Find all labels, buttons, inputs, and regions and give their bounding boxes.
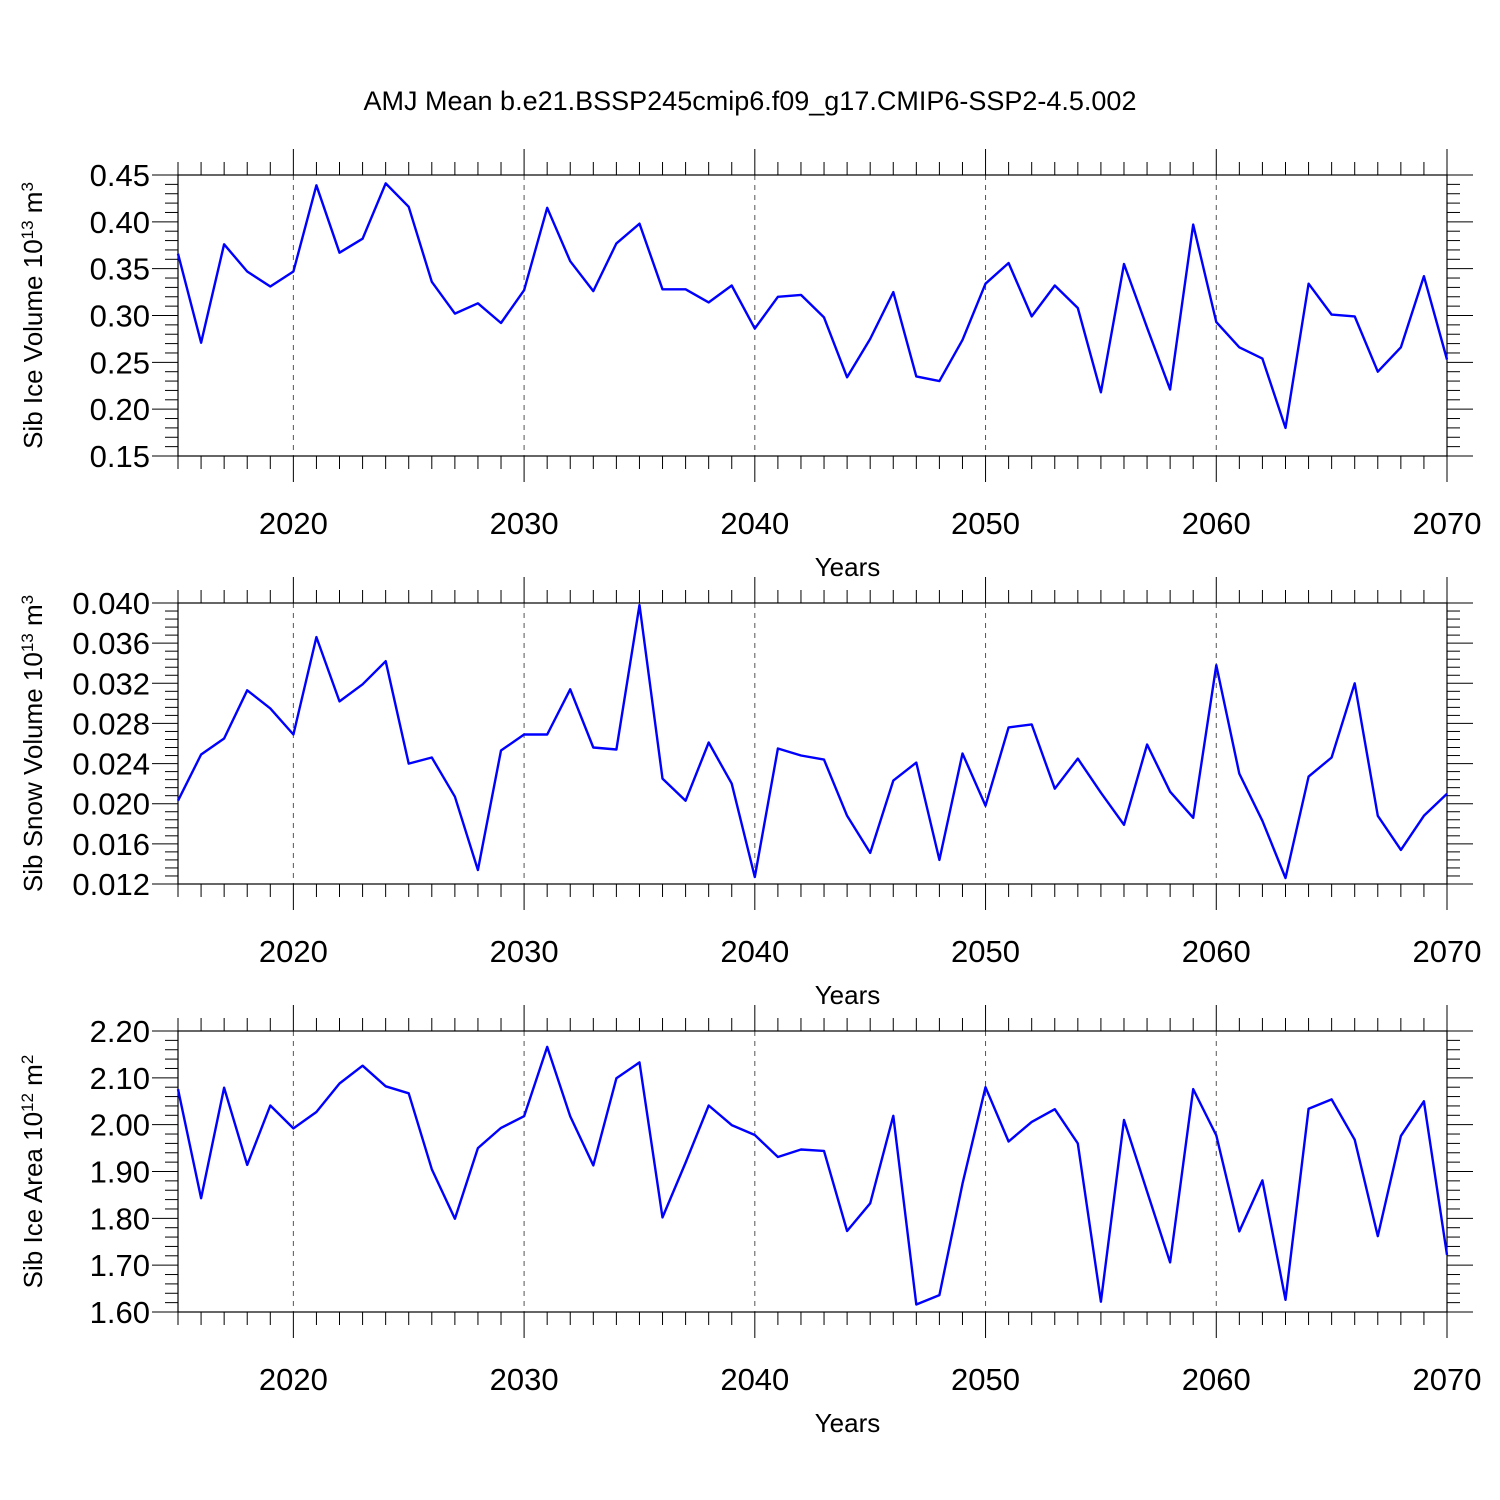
- y-tick-label: 0.40: [90, 205, 150, 240]
- x-axis-label: Years: [815, 552, 881, 582]
- y-tick-label: 0.20: [90, 392, 150, 427]
- plot-frame: [177, 602, 1448, 885]
- chart-title: AMJ Mean b.e21.BSSP245cmip6.f09_g17.CMIP…: [364, 86, 1137, 116]
- y-tick-label: 0.028: [72, 706, 150, 741]
- series-line: [176, 603, 1448, 880]
- x-tick-label: 2020: [259, 934, 328, 969]
- plot-frame: [177, 1030, 1448, 1313]
- x-tick-label: 2040: [720, 1362, 789, 1397]
- y-tick-label: 1.60: [90, 1295, 150, 1330]
- x-tick-label: 2040: [720, 934, 789, 969]
- x-tick-label: 2060: [1182, 506, 1251, 541]
- y-tick-label: 1.70: [90, 1248, 150, 1283]
- panel-3: 1.60 1.70 1.80 1.90 2.00 2.10 2.20 2020 2030 2040…: [18, 1005, 1482, 1438]
- x-tick-label: 2070: [1413, 506, 1482, 541]
- y-tick-label: 0.30: [90, 299, 150, 334]
- y-tick-label: 0.15: [90, 439, 150, 474]
- y-tick-label: 2.20: [90, 1014, 150, 1049]
- y-tick-label: 0.036: [72, 626, 150, 661]
- y-axis-label: Sib Ice Volume 1013 m3: [18, 182, 49, 449]
- y-axis-label: Sib Ice Area 1012 m2: [18, 1055, 49, 1289]
- y-tick-label: 1.90: [90, 1155, 150, 1190]
- y-tick-label: 0.024: [72, 747, 150, 782]
- x-axis-label: Years: [815, 980, 881, 1010]
- y-tick-label: 1.80: [90, 1201, 150, 1236]
- panel-1: 0.15 0.20 0.25 0.30 0.35 0.40 0.45 2020 2030 2040…: [18, 149, 1482, 582]
- x-tick-label: 2040: [720, 506, 789, 541]
- y-tick-label: 0.016: [72, 827, 150, 862]
- y-tick-label: 0.032: [72, 666, 150, 701]
- x-axis-label: Years: [815, 1408, 881, 1438]
- x-tick-label: 2050: [951, 934, 1020, 969]
- y-tick-label: 0.012: [72, 867, 150, 902]
- y-tick-label: 0.020: [72, 787, 150, 822]
- y-tick-label: 2.10: [90, 1061, 150, 1096]
- y-axis-label: Sib Snow Volume 1013 m3: [18, 595, 49, 892]
- y-tick-label: 0.35: [90, 252, 150, 287]
- plot-frame: [177, 174, 1448, 457]
- y-tick-label: 0.040: [72, 586, 150, 621]
- x-tick-label: 2050: [951, 1362, 1020, 1397]
- series-line: [176, 1045, 1449, 1306]
- x-tick-label: 2060: [1182, 1362, 1251, 1397]
- x-tick-label: 2020: [259, 506, 328, 541]
- y-tick-label: 2.00: [90, 1108, 150, 1143]
- x-tick-label: 2030: [490, 934, 559, 969]
- y-tick-label: 0.45: [90, 158, 150, 193]
- x-tick-label: 2030: [490, 1362, 559, 1397]
- x-tick-label: 2060: [1182, 934, 1251, 969]
- x-tick-label: 2020: [259, 1362, 328, 1397]
- x-tick-label: 2070: [1413, 1362, 1482, 1397]
- panel-2: 0.012 0.016 0.020 0.024 0.028 0.032 0.036 0.040…: [18, 577, 1482, 1010]
- series-line: [176, 182, 1449, 430]
- y-tick-label: 0.25: [90, 345, 150, 380]
- x-tick-label: 2050: [951, 506, 1020, 541]
- x-tick-label: 2070: [1413, 934, 1482, 969]
- x-tick-label: 2030: [490, 506, 559, 541]
